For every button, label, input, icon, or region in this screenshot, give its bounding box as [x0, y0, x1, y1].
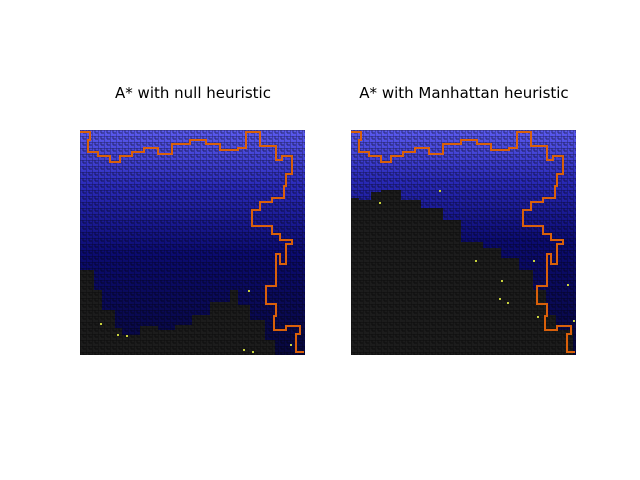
panel-title-null-heuristic: A* with null heuristic — [115, 84, 271, 102]
maze-walls — [80, 130, 305, 355]
solution-path — [80, 131, 304, 353]
maze-manhattan-heuristic-svg — [351, 130, 576, 355]
maze-null-heuristic-svg — [80, 130, 305, 355]
maze-manhattan-heuristic — [351, 130, 576, 355]
panel-title-manhattan-heuristic: A* with Manhattan heuristic — [359, 84, 569, 102]
solution-path — [351, 131, 575, 353]
maze-walls — [351, 130, 576, 355]
frontier-dots — [379, 190, 575, 322]
maze-null-heuristic — [80, 130, 305, 355]
frontier-dots — [100, 290, 292, 353]
